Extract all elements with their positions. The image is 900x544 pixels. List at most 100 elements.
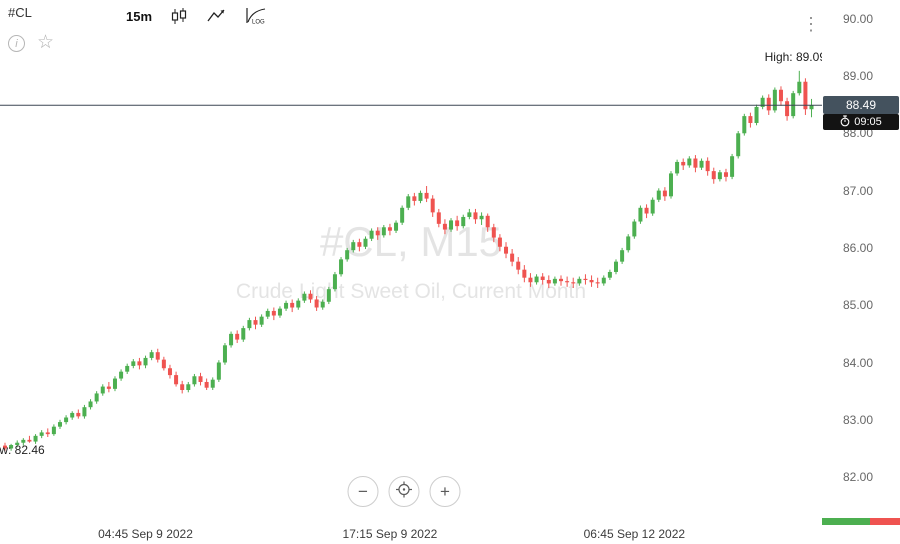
stopwatch-icon: [840, 115, 850, 130]
countdown-badge: 09:05: [823, 114, 899, 131]
candle-body: [497, 237, 502, 247]
candle-body: [803, 81, 808, 110]
candle-body: [504, 246, 509, 254]
candle-body: [485, 215, 490, 228]
candle-body: [736, 133, 741, 157]
candle-body: [229, 333, 234, 346]
candle-body: [180, 384, 185, 391]
session-low-label: Low: 82.46: [0, 443, 45, 457]
price-axis[interactable]: 88.49 09:05 90.00 89.00 88.00 87.00 86.00 85.…: [822, 0, 900, 544]
candle-body: [534, 276, 539, 283]
candle-body: [320, 301, 325, 308]
candle-body: [656, 190, 661, 200]
candle-body: [277, 308, 282, 316]
candle-body: [595, 282, 600, 284]
candle-body: [540, 276, 545, 280]
candle-body: [412, 196, 417, 201]
candle-body: [351, 242, 356, 251]
candle-body: [522, 269, 527, 278]
candle-body: [424, 192, 429, 199]
candle-body: [198, 376, 203, 382]
symbol-label: #CL: [8, 5, 32, 20]
candle-body: [632, 221, 637, 237]
info-icon[interactable]: i: [8, 35, 25, 52]
candle-body: [33, 435, 38, 442]
candle-body: [455, 220, 460, 227]
candle-body: [614, 261, 618, 272]
candle-body: [345, 250, 350, 260]
candle-body: [119, 371, 124, 379]
candle-body: [326, 289, 331, 302]
chart-area[interactable]: #CL, M15 Crude Light Sweet Oil, Current …: [0, 0, 822, 544]
line-chart-type-icon[interactable]: [207, 8, 227, 24]
log-scale-icon[interactable]: LOG: [245, 7, 267, 25]
candle-body: [192, 376, 197, 385]
candle-body: [21, 439, 26, 443]
candle-body: [772, 89, 777, 111]
sentiment-bar-down: [870, 518, 900, 525]
candle-body: [742, 116, 747, 134]
time-axis-label: 17:15 Sep 9 2022: [342, 527, 438, 541]
candle-body: [284, 302, 289, 309]
candle-body: [265, 310, 270, 317]
favorite-star-icon[interactable]: ☆: [37, 32, 55, 53]
candle-body: [76, 412, 81, 417]
candle-body: [394, 222, 399, 231]
sentiment-bar: [822, 518, 900, 525]
candle-body: [607, 271, 612, 278]
reset-view-button[interactable]: [388, 476, 420, 507]
candle-body: [106, 386, 111, 389]
candle-body: [406, 196, 411, 208]
candle-body: [339, 259, 344, 275]
zoom-out-button[interactable]: −: [347, 476, 379, 507]
candle-body: [222, 345, 227, 363]
candle-body: [583, 278, 588, 280]
candle-body: [717, 172, 722, 180]
watermark-title: #CL, M15: [319, 218, 503, 265]
price-tick-label: 83.00: [843, 412, 874, 427]
candle-body: [161, 359, 166, 369]
candle-body: [436, 212, 441, 224]
candle-body: [332, 274, 337, 290]
candle-body: [620, 250, 625, 262]
more-options-icon[interactable]: ⋮: [802, 14, 820, 34]
candle-body: [644, 207, 649, 214]
candle-body: [687, 158, 692, 166]
crosshair-target-icon: [396, 481, 413, 503]
candle-body: [510, 253, 515, 262]
candle-body: [302, 293, 307, 301]
current-price-value: 88.49: [845, 98, 877, 113]
candle-body: [125, 365, 130, 372]
candle-body: [577, 278, 582, 284]
candle-body: [467, 212, 472, 217]
candle-body: [100, 386, 105, 394]
candle-body: [681, 161, 686, 166]
candle-body: [57, 422, 62, 427]
candle-body: [167, 368, 172, 376]
candle-body: [711, 171, 716, 180]
price-tick-label: 85.00: [843, 298, 874, 313]
candle-body: [39, 432, 44, 436]
timeframe-button[interactable]: 15m: [126, 8, 153, 24]
candle-body: [88, 401, 93, 408]
candle-body: [259, 316, 264, 325]
candle-body: [363, 238, 368, 247]
time-axis-label: 04:45 Sep 9 2022: [98, 527, 193, 541]
watermark-subtitle: Crude Light Sweet Oil, Current Month: [235, 280, 587, 303]
zoom-in-button[interactable]: +: [429, 476, 461, 507]
candle-body: [552, 278, 557, 284]
candle-body: [473, 212, 478, 220]
chart-canvas[interactable]: [0, 0, 822, 544]
candle-body: [271, 310, 276, 316]
candle-body: [308, 293, 313, 300]
candle-body: [155, 352, 160, 360]
candle-body: [51, 426, 56, 435]
candlestick-chart-type-icon[interactable]: [170, 7, 189, 25]
candle-body: [565, 281, 570, 283]
candle-body: [760, 97, 765, 107]
time-axis-label: 06:45 Sep 12 2022: [583, 527, 686, 541]
candle-body: [400, 207, 405, 223]
candle-body: [491, 227, 496, 238]
candle-body: [357, 242, 362, 247]
time-axis[interactable]: 04:45 Sep 9 2022 17:15 Sep 9 2022 06:45 Se…: [0, 522, 822, 544]
